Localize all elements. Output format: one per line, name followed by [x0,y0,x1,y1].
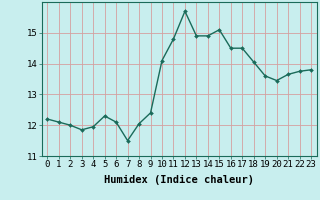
X-axis label: Humidex (Indice chaleur): Humidex (Indice chaleur) [104,175,254,185]
